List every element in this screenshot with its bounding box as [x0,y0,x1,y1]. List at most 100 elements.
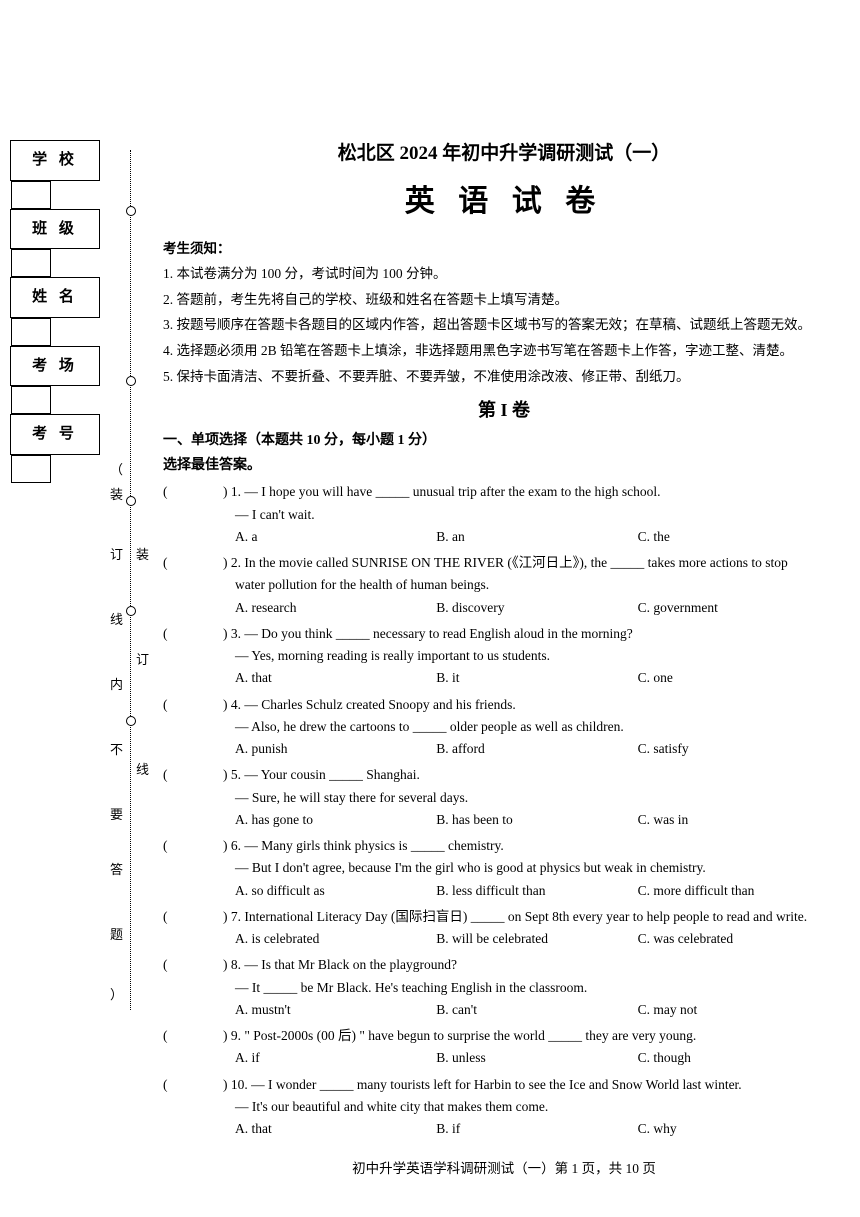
exam-title-line1: 松北区 2024 年初中升学调研测试（一） [163,140,845,169]
option-a: A. if [235,1048,436,1068]
binding-char: 答 [110,860,123,880]
question-4: () 4. — Charles Schulz created Snoopy an… [163,695,845,760]
q-stem: ) 4. — Charles Schulz created Snoopy and… [223,695,845,715]
answer-paren: ( [163,695,223,715]
info-blank [11,318,51,346]
option-b: B. discovery [436,598,637,618]
main-content: 松北区 2024 年初中升学调研测试（一） 英 语 试 卷 考生须知： 1. 本… [155,20,845,1180]
binding-char: ） [110,985,123,1005]
info-room: 考 场 [11,346,100,386]
question-8: () 8. — Is that Mr Black on the playgrou… [163,955,845,1020]
question-3: () 3. — Do you think _____ necessary to … [163,624,845,689]
note-item: 4. 选择题必须用 2B 铅笔在答题卡上填涂，非选择题用黑色字迹书写笔在答题卡上… [163,338,845,364]
info-blank [11,249,51,277]
option-c: C. may not [638,1000,845,1020]
binding-char: 内 [110,675,123,695]
option-c: C. was celebrated [638,929,845,949]
binding-char: 线 [110,610,123,630]
option-a: A. that [235,1119,436,1139]
option-a: A. so difficult as [235,881,436,901]
binding-char: 订 [110,545,123,565]
note-item: 3. 按题号顺序在答题卡各题目的区域内作答，超出答题卡区域书写的答案无效；在草稿… [163,312,845,338]
circle-marker [126,606,136,616]
answer-paren: ( [163,1026,223,1046]
binding-char: 题 [110,925,123,945]
exam-title-line2: 英 语 试 卷 [163,179,845,224]
info-class: 班 级 [11,209,100,249]
option-c: C. one [638,668,845,688]
q-line2: — Yes, morning reading is really importa… [163,646,845,666]
option-c: C. was in [638,810,845,830]
question-5: () 5. — Your cousin _____ Shanghai. — Su… [163,765,845,830]
circle-marker [126,716,136,726]
q-stem: ) 2. In the movie called SUNRISE ON THE … [223,553,845,573]
question-6: () 6. — Many girls think physics is ____… [163,836,845,901]
q-stem: ) 5. — Your cousin _____ Shanghai. [223,765,845,785]
info-blank [11,455,51,483]
answer-paren: ( [163,765,223,785]
question-1: () 1. — I hope you will have _____ unusu… [163,482,845,547]
option-b: B. can't [436,1000,637,1020]
q-line2: — I can't wait. [163,505,845,525]
info-name: 姓 名 [11,278,100,318]
note-item: 1. 本试卷满分为 100 分，考试时间为 100 分钟。 [163,261,845,287]
dotted-line [130,150,131,1010]
circle-marker [126,496,136,506]
option-c: C. satisfy [638,739,845,759]
answer-paren: ( [163,624,223,644]
option-b: B. if [436,1119,637,1139]
answer-paren: ( [163,907,223,927]
binding-char: 订 [136,650,149,670]
q-stem: ) 8. — Is that Mr Black on the playgroun… [223,955,845,975]
option-c: C. government [638,598,845,618]
q-stem: ) 7. International Literacy Day (国际扫盲日) … [223,907,845,927]
answer-paren: ( [163,836,223,856]
info-blank [11,386,51,414]
circle-marker [126,206,136,216]
question-9: () 9. " Post-2000s (00 后) " have begun t… [163,1026,845,1069]
q-line2: — It's our beautiful and white city that… [163,1097,845,1117]
option-a: A. is celebrated [235,929,436,949]
q-line2: — Sure, he will stay there for several d… [163,788,845,808]
student-info-column: 学 校 班 级 姓 名 考 场 考 号 [10,140,100,1180]
q-stem: ) 9. " Post-2000s (00 后) " have begun to… [223,1026,845,1046]
binding-char: 不 [110,740,123,760]
option-b: B. afford [436,739,637,759]
question-7: () 7. International Literacy Day (国际扫盲日)… [163,907,845,950]
note-item: 2. 答题前，考生先将自己的学校、班级和姓名在答题卡上填写清楚。 [163,287,845,313]
info-school: 学 校 [11,141,100,181]
info-number: 考 号 [11,415,100,455]
answer-paren: ( [163,1075,223,1095]
option-c: C. more difficult than [638,881,845,901]
binding-char: 装 [110,485,123,505]
q-stem: ) 6. — Many girls think physics is _____… [223,836,845,856]
circle-marker [126,376,136,386]
option-a: A. mustn't [235,1000,436,1020]
q-line2: — Also, he drew the cartoons to _____ ol… [163,717,845,737]
option-c: C. the [638,527,845,547]
option-b: B. has been to [436,810,637,830]
option-a: A. research [235,598,436,618]
notes-header: 考生须知： [163,236,845,262]
binding-char: 线 [136,760,149,780]
info-table: 学 校 班 级 姓 名 考 场 考 号 [10,140,100,483]
option-b: B. it [436,668,637,688]
q-stem: ) 3. — Do you think _____ necessary to r… [223,624,845,644]
answer-paren: ( [163,482,223,502]
question-10: () 10. — I wonder _____ many tourists le… [163,1075,845,1140]
binding-char: 装 [136,545,149,565]
info-blank [11,181,51,209]
q-stem: ) 1. — I hope you will have _____ unusua… [223,482,845,502]
answer-paren: ( [163,553,223,573]
note-item: 5. 保持卡面清洁、不要折叠、不要弄脏、不要弄皱，不准使用涂改液、修正带、刮纸刀… [163,364,845,390]
option-b: B. less difficult than [436,881,637,901]
option-b: B. an [436,527,637,547]
part-subtitle: 选择最佳答案。 [163,455,845,476]
option-b: B. will be celebrated [436,929,637,949]
question-2: () 2. In the movie called SUNRISE ON THE… [163,553,845,618]
option-b: B. unless [436,1048,637,1068]
page-footer: 初中升学英语学科调研测试（一）第 1 页，共 10 页 [163,1159,845,1179]
option-a: A. has gone to [235,810,436,830]
option-a: A. a [235,527,436,547]
binding-char: （ [110,460,123,480]
